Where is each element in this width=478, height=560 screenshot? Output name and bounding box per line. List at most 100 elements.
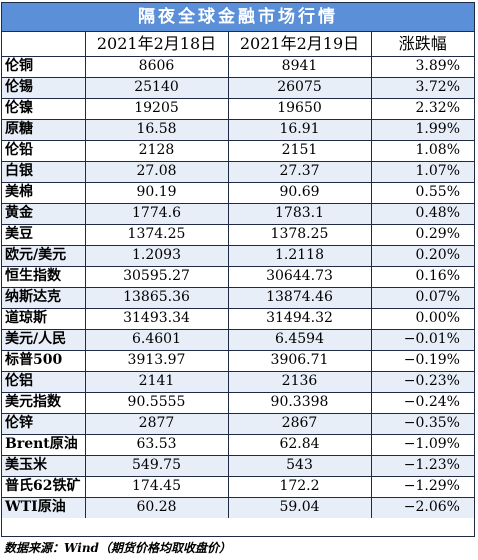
row-value-feb19: 13874.46: [227, 286, 372, 309]
row-change: 0.16%: [370, 265, 474, 288]
table-row: WTI原油 60.28 59.04 −2.06%: [2, 496, 474, 518]
table-row: 伦镍 19205 19650 2.32%: [2, 97, 474, 120]
row-value-feb18: 1374.25: [84, 223, 229, 246]
market-table: 2021年2月18日 2021年2月19日 涨跌幅 伦铜 8606 8941 3.89…: [2, 32, 474, 518]
table-row: 道琼斯 31493.34 31494.32 0.00%: [2, 307, 474, 330]
table-row: 普氏62铁矿 174.45 172.2 −1.29%: [2, 475, 474, 498]
row-value-feb18: 27.08: [84, 160, 229, 183]
row-change: −2.06%: [370, 496, 474, 518]
row-change: −0.23%: [370, 370, 474, 393]
table-row: 恒生指数 30595.27 30644.73 0.16%: [2, 265, 474, 288]
row-value-feb18: 30595.27: [84, 265, 229, 288]
row-name: 伦铜: [2, 55, 86, 78]
row-value-feb18: 13865.36: [84, 286, 229, 309]
row-name: 伦锡: [2, 76, 86, 99]
row-name: 纳斯达克: [2, 286, 86, 309]
market-table-frame: 隔夜全球金融市场行情 2021年2月18日 2021年2月19日 涨跌幅 伦铜 8…: [1, 2, 475, 537]
row-value-feb19: 8941: [227, 55, 372, 78]
row-name: 美玉米: [2, 454, 86, 477]
table-row: 美棉 90.19 90.69 0.55%: [2, 181, 474, 204]
row-name: 伦镍: [2, 97, 86, 120]
row-value-feb19: 26075: [227, 76, 372, 99]
row-change: −0.35%: [370, 412, 474, 435]
row-change: −0.19%: [370, 349, 474, 372]
row-value-feb19: 90.69: [227, 181, 372, 204]
table-row: 原糖 16.58 16.91 1.99%: [2, 118, 474, 141]
table-row: 美豆 1374.25 1378.25 0.29%: [2, 223, 474, 246]
row-name: 美元指数: [2, 391, 86, 414]
row-change: 0.48%: [370, 202, 474, 225]
table-row: 黄金 1774.6 1783.1 0.48%: [2, 202, 474, 225]
table-title: 隔夜全球金融市场行情: [2, 3, 474, 32]
row-value-feb19: 19650: [227, 97, 372, 120]
row-value-feb19: 172.2: [227, 475, 372, 498]
table-row: 标普500 3913.97 3906.71 −0.19%: [2, 349, 474, 372]
row-change: 1.08%: [370, 139, 474, 162]
row-value-feb18: 90.5555: [84, 391, 229, 414]
row-change: −1.23%: [370, 454, 474, 477]
table-row: 伦锌 2877 2867 −0.35%: [2, 412, 474, 435]
row-value-feb18: 2141: [84, 370, 229, 393]
header-date-2: 2021年2月19日: [227, 32, 372, 57]
row-value-feb18: 2128: [84, 139, 229, 162]
row-change: −0.01%: [370, 328, 474, 351]
row-change: −1.29%: [370, 475, 474, 498]
row-value-feb19: 3906.71: [227, 349, 372, 372]
row-name: 美棉: [2, 181, 86, 204]
row-change: 0.00%: [370, 307, 474, 330]
row-value-feb18: 90.19: [84, 181, 229, 204]
row-name: 白银: [2, 160, 86, 183]
row-change: −0.24%: [370, 391, 474, 414]
row-value-feb18: 63.53: [84, 433, 229, 456]
table-row: 伦铅 2128 2151 1.08%: [2, 139, 474, 162]
row-value-feb18: 6.4601: [84, 328, 229, 351]
row-value-feb18: 16.58: [84, 118, 229, 141]
row-value-feb19: 1783.1: [227, 202, 372, 225]
table-row: 伦铜 8606 8941 3.89%: [2, 55, 474, 78]
row-value-feb18: 31493.34: [84, 307, 229, 330]
row-value-feb19: 6.4594: [227, 328, 372, 351]
row-value-feb18: 8606: [84, 55, 229, 78]
table-row: 欧元/美元 1.2093 1.2118 0.20%: [2, 244, 474, 267]
table-row: Brent原油 63.53 62.84 −1.09%: [2, 433, 474, 456]
row-value-feb18: 3913.97: [84, 349, 229, 372]
table-row: 伦锡 25140 26075 3.72%: [2, 76, 474, 99]
row-name: 原糖: [2, 118, 86, 141]
row-value-feb18: 25140: [84, 76, 229, 99]
row-name: 黄金: [2, 202, 86, 225]
row-change: −1.09%: [370, 433, 474, 456]
row-value-feb19: 59.04: [227, 496, 372, 518]
row-change: 0.55%: [370, 181, 474, 204]
row-change: 0.20%: [370, 244, 474, 267]
row-change: 0.29%: [370, 223, 474, 246]
row-value-feb18: 2877: [84, 412, 229, 435]
table-row: 纳斯达克 13865.36 13874.46 0.07%: [2, 286, 474, 309]
row-value-feb19: 2151: [227, 139, 372, 162]
header-date-1: 2021年2月18日: [84, 32, 229, 57]
row-value-feb18: 19205: [84, 97, 229, 120]
row-name: 伦锌: [2, 412, 86, 435]
row-value-feb19: 16.91: [227, 118, 372, 141]
table-row: 美元/人民 6.4601 6.4594 −0.01%: [2, 328, 474, 351]
header-row: 2021年2月18日 2021年2月19日 涨跌幅: [2, 32, 474, 57]
row-value-feb19: 62.84: [227, 433, 372, 456]
row-change: 3.89%: [370, 55, 474, 78]
row-value-feb19: 27.37: [227, 160, 372, 183]
row-value-feb18: 60.28: [84, 496, 229, 518]
row-name: 伦铅: [2, 139, 86, 162]
table-row: 白银 27.08 27.37 1.07%: [2, 160, 474, 183]
row-value-feb18: 174.45: [84, 475, 229, 498]
row-change: 1.99%: [370, 118, 474, 141]
row-name: Brent原油: [2, 433, 86, 456]
row-value-feb19: 1378.25: [227, 223, 372, 246]
row-value-feb18: 1.2093: [84, 244, 229, 267]
row-name: 美豆: [2, 223, 86, 246]
row-name: 道琼斯: [2, 307, 86, 330]
row-name: 普氏62铁矿: [2, 475, 86, 498]
data-source-note: 数据来源：Wind（期货价格均取收盘价）: [4, 541, 231, 555]
row-value-feb18: 1774.6: [84, 202, 229, 225]
table-row: 伦铝 2141 2136 −0.23%: [2, 370, 474, 393]
row-change: 0.07%: [370, 286, 474, 309]
row-name: 欧元/美元: [2, 244, 86, 267]
row-value-feb19: 1.2118: [227, 244, 372, 267]
